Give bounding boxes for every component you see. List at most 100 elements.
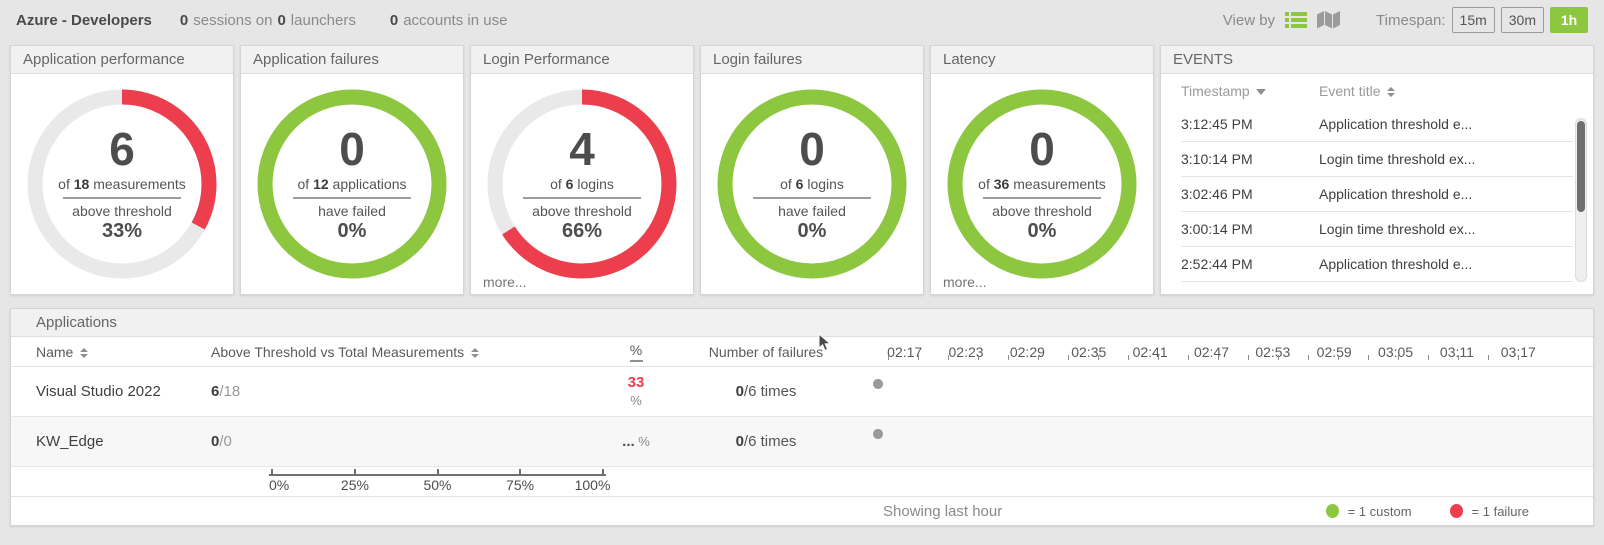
- gauge-value: 0: [799, 122, 825, 175]
- accounts-metric: 0 accounts in use: [390, 12, 508, 29]
- donut-gauge[interactable]: 0 of 6 logins have failed 0%: [716, 88, 908, 280]
- timeline-ticks: [888, 354, 1535, 360]
- gauge-value: 0: [1029, 122, 1055, 175]
- sessions-count: 0: [179, 11, 189, 29]
- sessions-label: sessions on: [193, 11, 273, 29]
- event-row[interactable]: 3:10:14 PM Login time threshold ex...: [1181, 142, 1573, 177]
- donut-gauge[interactable]: 0 of 12 applications have failed 0%: [256, 88, 448, 280]
- app-name[interactable]: KW_Edge: [36, 433, 104, 450]
- applications-panel: Applications Name Above Threshold vs Tot…: [10, 308, 1594, 526]
- view-by-label: View by: [1222, 11, 1276, 29]
- applications-column-header: Name Above Threshold vs Total Measuremen…: [11, 337, 1593, 367]
- app-failures: 0/6 times: [735, 383, 797, 400]
- gauge-caption: have failed: [318, 202, 386, 219]
- card-application-failures: Application failures 0 of 12 application…: [240, 45, 464, 295]
- legend: = 1 custom = 1 failure: [1325, 504, 1593, 519]
- application-row[interactable]: KW_Edge 0/0 ... % 0/6 times: [11, 417, 1593, 467]
- event-row[interactable]: 3:00:14 PM Login time threshold ex...: [1181, 212, 1573, 247]
- events-col-timestamp[interactable]: Timestamp: [1181, 83, 1319, 99]
- timespan-label: Timespan:: [1376, 11, 1446, 29]
- sort-desc-icon: [1255, 89, 1266, 96]
- divider: [293, 196, 411, 199]
- sort-icon: [471, 347, 480, 358]
- app-name[interactable]: Visual Studio 2022: [36, 383, 161, 400]
- card-title: Login failures: [701, 46, 923, 74]
- legend-failure: = 1 failure: [1449, 504, 1529, 519]
- col-percent[interactable]: %: [606, 342, 666, 362]
- accounts-count: 0: [389, 11, 399, 29]
- gauge-percent: 0%: [797, 219, 827, 242]
- donut-gauge[interactable]: 4 of 6 logins above threshold 66%: [486, 88, 678, 280]
- showing-last-hour-label: Showing last hour: [883, 502, 1003, 520]
- gauge-caption: above threshold: [532, 202, 632, 219]
- applications-title: Applications: [11, 309, 1593, 337]
- divider: [753, 196, 871, 199]
- gauge-percent: 0%: [1027, 219, 1057, 242]
- gauge-caption: have failed: [778, 202, 846, 219]
- gauge-value: 4: [569, 122, 595, 175]
- more-link[interactable]: more...: [483, 274, 527, 290]
- col-name[interactable]: Name: [11, 344, 211, 360]
- card-latency: Latency 0 of 36 measurements above thres…: [930, 45, 1154, 295]
- divider: [63, 196, 181, 199]
- application-row[interactable]: Visual Studio 2022 6/18 33 % 0/6 times: [11, 367, 1593, 417]
- timespan-group: Timespan: 15m 30m 1h: [1376, 7, 1588, 33]
- events-panel: EVENTS Timestamp Event title 3:12:45 PM …: [1160, 45, 1594, 295]
- gauge-percent: 0%: [337, 219, 367, 242]
- axis-label: 0%: [268, 477, 290, 493]
- gauge-cards-row: Application performance 6 of 18 measurem…: [0, 45, 1604, 295]
- donut-gauge[interactable]: 0 of 36 measurements above threshold 0%: [946, 88, 1138, 280]
- gauge-percent: 66%: [561, 219, 603, 242]
- launchers-label: launchers: [290, 11, 356, 29]
- scrollbar-thumb[interactable]: [1577, 121, 1585, 212]
- axis-label: 100%: [574, 477, 611, 493]
- events-scrollbar[interactable]: [1575, 118, 1587, 282]
- card-login-failures: Login failures 0 of 6 logins have failed…: [700, 45, 924, 295]
- card-title: Login Performance: [471, 46, 693, 74]
- sort-icon: [1387, 87, 1396, 98]
- timespan-15m-button[interactable]: 15m: [1451, 7, 1495, 33]
- divider: [523, 196, 641, 199]
- divider: [983, 196, 1101, 199]
- axis-label: 25%: [340, 477, 369, 493]
- app-failures: 0/6 times: [735, 433, 797, 450]
- red-dot-icon: [1449, 504, 1463, 518]
- event-row[interactable]: 2:52:44 PM Application threshold e...: [1181, 247, 1573, 282]
- timespan-30m-button[interactable]: 30m: [1500, 7, 1544, 33]
- card-login-performance: Login Performance 4 of 6 logins above th…: [470, 45, 694, 295]
- percent-axis: 0% 25% 50% 75% 100%: [268, 469, 610, 493]
- event-row[interactable]: 3:02:46 PM Application threshold e...: [1181, 177, 1573, 212]
- events-title: EVENTS: [1161, 46, 1593, 74]
- dashboard-title: Azure - Developers: [16, 11, 152, 29]
- axis-label: 50%: [423, 477, 452, 493]
- app-percent: 33 %: [627, 374, 645, 408]
- accounts-label: accounts in use: [403, 11, 508, 29]
- list-view-icon[interactable]: [1285, 11, 1308, 29]
- event-row[interactable]: 3:12:45 PM Application threshold e...: [1181, 107, 1573, 142]
- green-dot-icon: [1325, 504, 1339, 518]
- applications-footer: Showing last hour = 1 custom = 1 failure: [11, 497, 1593, 525]
- more-link[interactable]: more...: [943, 274, 987, 290]
- donut-gauge[interactable]: 6 of 18 measurements above threshold 33%: [26, 88, 218, 280]
- card-title: Application failures: [241, 46, 463, 74]
- app-percent: ... %: [622, 432, 650, 450]
- app-timeline[interactable]: [866, 433, 1593, 450]
- top-bar: Azure - Developers 0 sessions on 0 launc…: [0, 0, 1604, 40]
- app-ratio: 0/0: [211, 433, 232, 450]
- col-threshold[interactable]: Above Threshold vs Total Measurements: [211, 344, 606, 360]
- app-timeline[interactable]: [866, 383, 1593, 400]
- col-failures[interactable]: Number of failures: [708, 343, 824, 360]
- sessions-metric: 0 sessions on 0 launchers: [180, 12, 356, 29]
- events-col-event-title[interactable]: Event title: [1319, 83, 1396, 99]
- card-title: Latency: [931, 46, 1153, 74]
- percent-axis-row: 0% 25% 50% 75% 100%: [11, 467, 1593, 497]
- gauge-caption: above threshold: [72, 202, 172, 219]
- sort-icon: [80, 347, 89, 358]
- app-ratio: 6/18: [211, 383, 241, 400]
- gauge-percent: 33%: [101, 219, 143, 242]
- legend-custom: = 1 custom: [1325, 504, 1412, 519]
- launchers-count: 0: [277, 11, 286, 29]
- map-view-icon[interactable]: [1317, 11, 1341, 29]
- timespan-1h-button[interactable]: 1h: [1550, 7, 1588, 33]
- gauge-caption: above threshold: [992, 202, 1092, 219]
